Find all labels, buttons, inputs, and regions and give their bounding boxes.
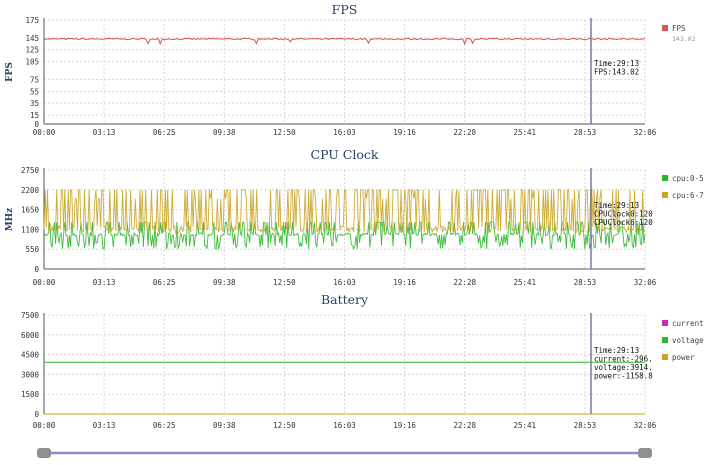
x-tick-label: 12:50	[273, 128, 296, 137]
x-tick-label: 12:50	[273, 421, 296, 430]
y-tick-label: 3000	[21, 370, 40, 379]
x-tick-label: 19:16	[393, 128, 416, 137]
y-tick-label: 15	[30, 111, 39, 120]
x-tick-label: 16:03	[333, 421, 356, 430]
chart-title: FPS	[332, 2, 358, 17]
legend-label: voltage	[672, 336, 704, 345]
x-tick-label: 22:28	[453, 128, 476, 137]
tooltip-line: CPUClock0:120	[594, 210, 653, 219]
tooltip-line: Time:29:13	[594, 346, 639, 355]
x-tick-label: 06:25	[153, 278, 176, 287]
x-tick-label: 00:00	[33, 128, 56, 137]
x-tick-label: 09:38	[213, 278, 236, 287]
x-tick-label: 12:50	[273, 278, 296, 287]
x-tick-label: 25:41	[514, 278, 537, 287]
x-tick-label: 00:00	[33, 421, 56, 430]
series-line-fps	[43, 37, 646, 46]
legend-swatch	[662, 192, 668, 198]
tooltip-line: Time:29:13	[594, 201, 639, 210]
legend-label: current	[672, 319, 704, 328]
legend-swatch	[662, 320, 668, 326]
zoom-slider	[37, 448, 652, 458]
x-tick-label: 09:38	[213, 421, 236, 430]
legend-label: cpu:6-7	[672, 191, 704, 200]
y-tick-label: 550	[25, 245, 39, 254]
x-tick-label: 32:06	[634, 278, 657, 287]
tooltip-line: Time:29:13	[594, 59, 639, 68]
legend-label: cpu:0-5	[672, 174, 704, 183]
x-tick-label: 28:53	[574, 128, 597, 137]
x-tick-label: 03:13	[93, 128, 116, 137]
x-tick-label: 28:53	[574, 421, 597, 430]
y-tick-label: 1650	[21, 206, 40, 215]
chart-battery: Battery 0 1500 3000 4500 6000 7500 00:00 03:13 06…	[21, 292, 704, 430]
y-tick-label: 175	[25, 16, 39, 25]
x-tick-label: 19:16	[393, 421, 416, 430]
y-tick-label: 1500	[21, 390, 40, 399]
tooltip-line: current:-296.	[594, 355, 653, 364]
x-tick-label: 06:25	[153, 421, 176, 430]
legend-label: FPS	[672, 24, 686, 33]
y-tick-label: 1100	[21, 225, 40, 234]
x-tick-label: 32:06	[634, 128, 657, 137]
y-axis-label: MHz	[5, 208, 15, 232]
legend-swatch	[662, 25, 668, 31]
y-tick-label: 105	[25, 58, 39, 67]
x-tick-label: 22:28	[453, 278, 476, 287]
series-line-cpu-6-7	[43, 189, 646, 234]
y-tick-label: 2200	[21, 186, 40, 195]
x-tick-label: 03:13	[93, 278, 116, 287]
x-tick-label: 09:38	[213, 128, 236, 137]
y-tick-label: 0	[34, 120, 39, 129]
legend-swatch	[662, 354, 668, 360]
zoom-handle-right[interactable]	[638, 448, 652, 458]
x-tick-label: 28:53	[574, 278, 597, 287]
y-tick-label: 145	[25, 34, 39, 43]
y-tick-label: 0	[34, 265, 39, 274]
x-tick-label: 25:41	[514, 421, 537, 430]
tooltip-line: FPS:143.02	[594, 68, 639, 77]
legend-swatch	[662, 175, 668, 181]
x-tick-label: 25:41	[514, 128, 537, 137]
x-tick-label: 16:03	[333, 128, 356, 137]
legend-swatch	[662, 337, 668, 343]
x-tick-label: 22:28	[453, 421, 476, 430]
zoom-handle-left[interactable]	[37, 448, 51, 458]
y-tick-label: 55	[30, 87, 39, 96]
x-tick-label: 06:25	[153, 128, 176, 137]
tooltip-line: power:-1158.8	[594, 372, 653, 381]
x-tick-label: 19:16	[393, 278, 416, 287]
x-tick-label: 32:06	[634, 421, 657, 430]
y-tick-label: 75	[30, 75, 39, 84]
chart-cpu: CPU Clock MHz 0 550 1100 1650 2200 2750 00:00 03:…	[5, 147, 704, 287]
y-tick-label: 35	[30, 99, 39, 108]
y-tick-label: 4500	[21, 351, 40, 360]
tooltip-line: CPUClock6:120	[594, 218, 653, 227]
x-tick-label: 03:13	[93, 421, 116, 430]
chart-fps: FPS FPS 015 35 55 75 105 125 145 175 00:00 03:13 06:…	[5, 2, 696, 137]
y-tick-label: 125	[25, 46, 39, 55]
y-tick-label: 6000	[21, 331, 40, 340]
legend-value: 143.02	[672, 35, 696, 43]
y-tick-label: 2750	[21, 166, 40, 175]
tooltip-line: voltage:3914.	[594, 363, 653, 372]
legend-label: power	[672, 353, 695, 362]
y-axis-label: FPS	[5, 62, 15, 82]
chart-title: Battery	[321, 292, 369, 307]
y-tick-label: 7500	[21, 311, 40, 320]
x-tick-label: 16:03	[333, 278, 356, 287]
chart-title: CPU Clock	[311, 147, 379, 162]
x-tick-label: 00:00	[33, 278, 56, 287]
y-tick-label: 0	[34, 410, 39, 419]
